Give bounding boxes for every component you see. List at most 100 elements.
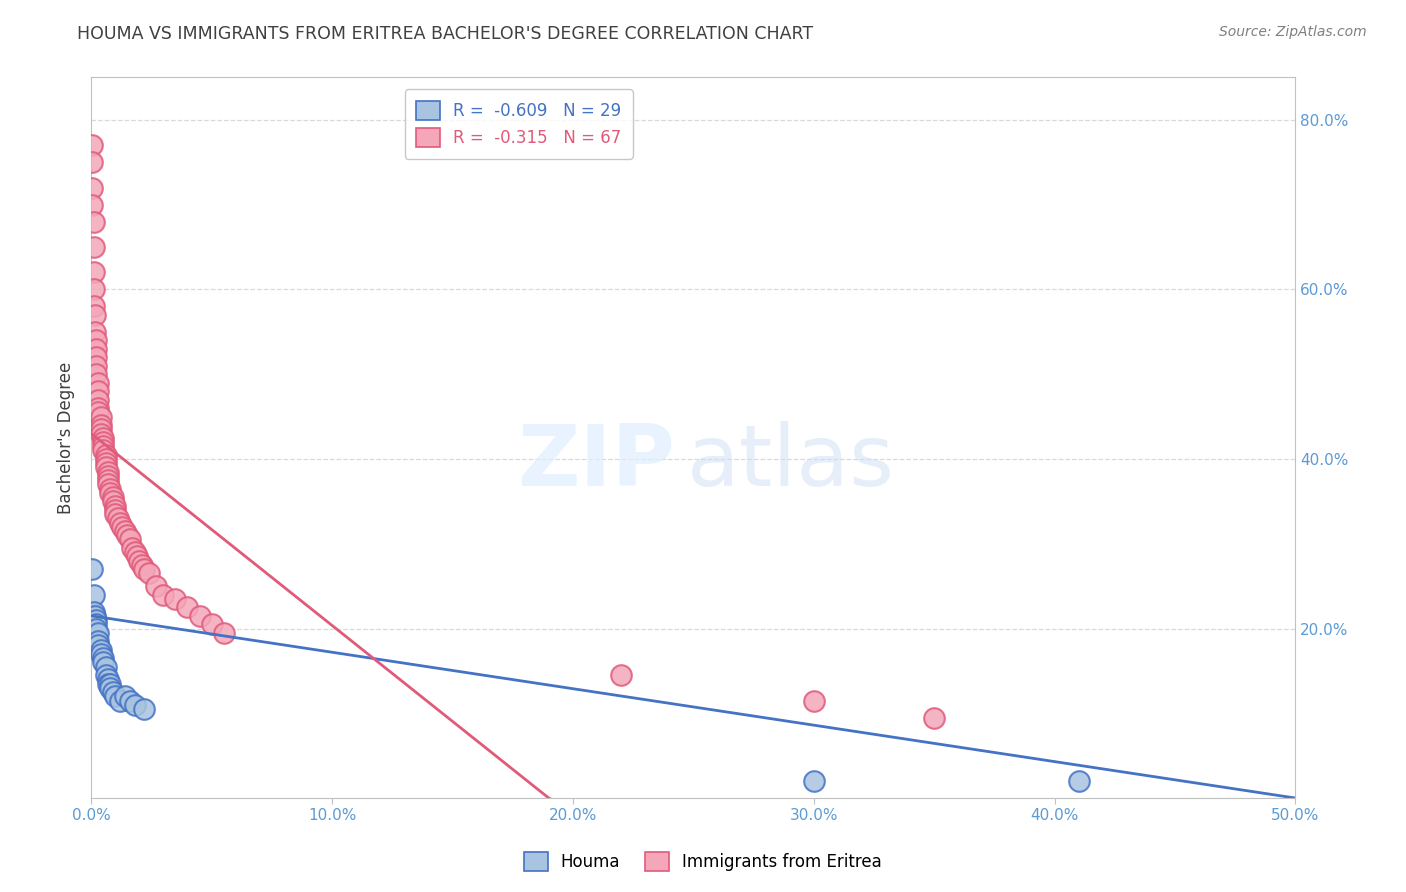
Point: [87, 401, 110, 415]
Point: [90, 642, 112, 657]
Point: [97, 673, 120, 687]
Point: [134, 562, 156, 576]
Point: [108, 693, 131, 707]
Point: [87, 405, 110, 419]
Point: [83, 605, 105, 619]
Point: [82, 197, 104, 211]
Point: [104, 507, 127, 521]
Point: [94, 659, 117, 673]
Point: [80, 155, 103, 169]
Point: [87, 625, 110, 640]
Point: [188, 608, 211, 623]
Y-axis label: Bachelor's Degree: Bachelor's Degree: [58, 361, 75, 514]
Legend: Houma, Immigrants from Eritrea: Houma, Immigrants from Eritrea: [516, 843, 890, 880]
Point: [131, 558, 153, 572]
Point: [118, 693, 141, 707]
Point: [84, 350, 107, 364]
Point: [84, 359, 107, 373]
Point: [152, 588, 174, 602]
Point: [94, 448, 117, 462]
Point: [101, 494, 124, 508]
Text: atlas: atlas: [688, 422, 896, 505]
Point: [84, 342, 107, 356]
Point: [200, 617, 222, 632]
Point: [91, 431, 114, 445]
Point: [107, 511, 129, 525]
Point: [97, 473, 120, 487]
Point: [83, 325, 105, 339]
Point: [90, 417, 112, 432]
Point: [128, 554, 150, 568]
Point: [104, 690, 127, 704]
Point: [922, 710, 945, 724]
Point: [94, 456, 117, 470]
Point: [117, 528, 139, 542]
Point: [121, 541, 143, 555]
Point: [83, 240, 105, 254]
Point: [87, 384, 110, 398]
Point: [84, 367, 107, 381]
Point: [100, 676, 122, 690]
Point: [104, 503, 127, 517]
Point: [90, 647, 112, 661]
Point: [803, 693, 825, 707]
Point: [83, 282, 105, 296]
Point: [83, 214, 105, 228]
Point: [94, 452, 117, 467]
Point: [83, 265, 105, 279]
Point: [124, 545, 146, 559]
Point: [82, 562, 104, 576]
Point: [94, 668, 117, 682]
Point: [104, 499, 127, 513]
Point: [87, 639, 110, 653]
Point: [84, 333, 107, 347]
Point: [82, 180, 104, 194]
Point: [176, 600, 198, 615]
Point: [100, 681, 122, 695]
Point: [94, 460, 117, 475]
Point: [90, 422, 112, 436]
Point: [84, 622, 107, 636]
Point: [80, 138, 103, 153]
Point: [83, 308, 105, 322]
Text: ZIP: ZIP: [517, 422, 675, 505]
Point: [90, 409, 112, 424]
Legend: R =  -0.609   N = 29, R =  -0.315   N = 67: R = -0.609 N = 29, R = -0.315 N = 67: [405, 89, 633, 159]
Point: [124, 698, 146, 712]
Point: [84, 617, 107, 632]
Point: [100, 482, 122, 496]
Point: [101, 685, 124, 699]
Point: [83, 299, 105, 313]
Text: Source: ZipAtlas.com: Source: ZipAtlas.com: [1219, 25, 1367, 39]
Point: [118, 533, 141, 547]
Point: [87, 392, 110, 407]
Text: HOUMA VS IMMIGRANTS FROM ERITREA BACHELOR'S DEGREE CORRELATION CHART: HOUMA VS IMMIGRANTS FROM ERITREA BACHELO…: [77, 25, 814, 43]
Point: [97, 676, 120, 690]
Point: [97, 465, 120, 479]
Point: [125, 549, 148, 564]
Point: [91, 435, 114, 450]
Point: [114, 524, 136, 538]
Point: [114, 690, 136, 704]
Point: [91, 443, 114, 458]
Point: [138, 566, 160, 581]
Point: [134, 702, 156, 716]
Point: [91, 651, 114, 665]
Point: [83, 608, 105, 623]
Point: [100, 486, 122, 500]
Point: [87, 376, 110, 390]
Point: [610, 668, 633, 682]
Point: [90, 426, 112, 441]
Point: [165, 591, 187, 606]
Point: [803, 774, 825, 789]
Point: [108, 516, 131, 530]
Point: [97, 469, 120, 483]
Point: [91, 656, 114, 670]
Point: [1067, 774, 1090, 789]
Point: [84, 613, 107, 627]
Point: [83, 588, 105, 602]
Point: [97, 477, 120, 491]
Point: [111, 520, 134, 534]
Point: [87, 634, 110, 648]
Point: [145, 579, 167, 593]
